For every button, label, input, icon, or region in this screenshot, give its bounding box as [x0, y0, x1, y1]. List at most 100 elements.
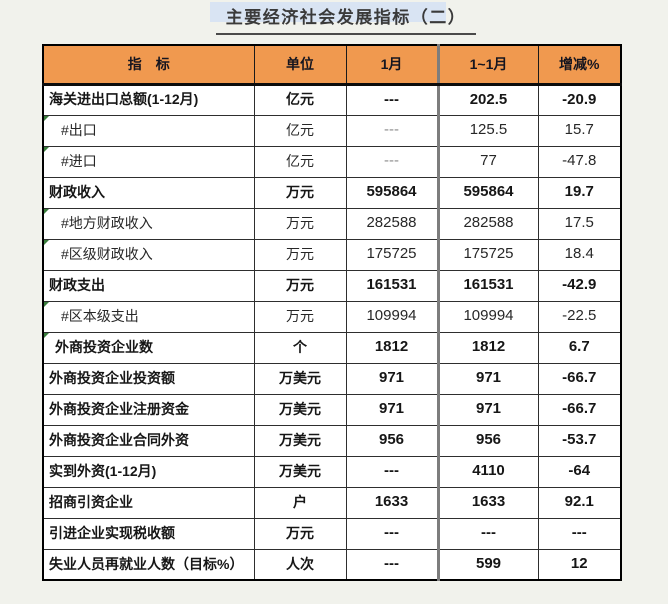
- unit-cell: 万元: [253, 517, 347, 550]
- unit-cell: 亿元: [253, 83, 347, 116]
- indicator-cell: #地方财政收入: [42, 207, 255, 240]
- unit-cell: 万美元: [253, 424, 347, 457]
- cumulative-value-cell: 161531: [437, 269, 539, 302]
- jan-value-cell: 1633: [345, 486, 440, 519]
- indicator-label: 海关进出口总额(1-12月): [49, 91, 199, 108]
- indicator-cell: 外商投资企业投资额: [42, 362, 255, 395]
- cumulative-value-cell: 175725: [437, 238, 539, 271]
- cumulative-value-cell: 595864: [437, 176, 539, 209]
- table-row: #区级财政收入 万元 175725 175725 18.4: [42, 238, 622, 271]
- indicator-cell: 招商引资企业: [42, 486, 255, 519]
- title-underline: 主要经济社会发展指标（二）: [209, 2, 477, 35]
- cumulative-value-cell: 599: [437, 548, 539, 581]
- table-row: 招商引资企业户 1633 1633 92.1: [42, 486, 622, 519]
- cumulative-value-cell: 971: [437, 362, 539, 395]
- indicator-label: 招商引资企业: [49, 493, 133, 510]
- jan-value-cell: 282588: [345, 207, 440, 240]
- table-row: #区本级支出 万元 109994 109994 -22.5: [42, 300, 622, 333]
- comment-marker-icon: [44, 208, 49, 214]
- comment-marker-icon: [44, 115, 49, 121]
- cumulative-value-cell: 4110: [437, 455, 539, 488]
- indicator-cell: 外商投资企业合同外资: [42, 424, 255, 457]
- col-header-cumulative: 1~1月: [437, 44, 539, 86]
- change-value-cell: 17.5: [537, 207, 622, 240]
- indicator-cell: 海关进出口总额(1-12月): [42, 83, 255, 116]
- table-header: 指 标 单位 1月 1~1月 增减%: [42, 44, 622, 86]
- change-value-cell: 18.4: [537, 238, 622, 271]
- jan-value-cell: ---: [345, 114, 440, 147]
- table-row: 财政支出 万元 161531 161531 -42.9: [42, 269, 622, 302]
- change-value-cell: -20.9: [537, 83, 622, 116]
- change-value-cell: 6.7: [537, 331, 622, 364]
- indicator-cell: #区本级支出: [42, 300, 255, 333]
- change-value-cell: 92.1: [537, 486, 622, 519]
- title-highlight: [209, 2, 447, 22]
- header-row: 指 标 单位 1月 1~1月 增减%: [42, 44, 622, 86]
- indicator-cell: 实到外资(1-12月): [42, 455, 255, 488]
- col-header-indicator: 指 标: [42, 44, 255, 86]
- indicator-label: 引进企业实现税收额: [49, 524, 175, 541]
- indicator-label: 外商投资企业注册资金: [49, 400, 189, 417]
- unit-cell: 万元: [253, 207, 347, 240]
- indicator-cell: 外商投资企业数: [42, 331, 255, 364]
- comment-marker-icon: [44, 239, 49, 245]
- jan-value-cell: ---: [345, 83, 440, 116]
- cumulative-value-cell: ---: [437, 517, 539, 550]
- indicator-label: 外商投资企业数: [55, 338, 153, 355]
- table-row: 失业人员再就业人数（目标%） 人次 --- 599 12: [42, 548, 622, 581]
- indicator-cell: 外商投资企业注册资金: [42, 393, 255, 426]
- indicator-cell: #进口: [42, 145, 255, 178]
- change-value-cell: -42.9: [537, 269, 622, 302]
- unit-cell: 亿元: [253, 145, 347, 178]
- jan-value-cell: 175725: [345, 238, 440, 271]
- table-row: 实到外资(1-12月) 万美元 --- 4110 -64: [42, 455, 622, 488]
- cumulative-value-cell: 956: [437, 424, 539, 457]
- indicator-label: 外商投资企业合同外资: [49, 431, 189, 448]
- cumulative-value-cell: 202.5: [437, 83, 539, 116]
- table-row: 引进企业实现税收额 万元 --- --- ---: [42, 517, 622, 550]
- unit-cell: 万元: [253, 176, 347, 209]
- indicator-label: 外商投资企业投资额: [49, 369, 175, 386]
- indicator-label: #地方财政收入: [61, 214, 153, 231]
- col-header-jan: 1月: [345, 44, 440, 86]
- indicator-label: 失业人员再就业人数（目标%）: [49, 555, 244, 572]
- cumulative-value-cell: 282588: [437, 207, 539, 240]
- table-row: 外商投资企业注册资金 万美元 971 971 -66.7: [42, 393, 622, 426]
- cumulative-value-cell: 109994: [437, 300, 539, 333]
- indicator-label: #进口: [61, 152, 97, 169]
- indicator-cell: #区级财政收入: [42, 238, 255, 271]
- change-value-cell: 19.7: [537, 176, 622, 209]
- table-row: #进口 亿元 --- 77 -47.8: [42, 145, 622, 178]
- table-row: 财政收入 万元 595864 595864 19.7: [42, 176, 622, 209]
- col-header-change: 增减%: [537, 44, 622, 86]
- indicator-label: #区级财政收入: [61, 245, 153, 262]
- change-value-cell: -53.7: [537, 424, 622, 457]
- jan-value-cell: 595864: [345, 176, 440, 209]
- table-row: #地方财政收入 万元 282588 282588 17.5: [42, 207, 622, 240]
- jan-value-cell: ---: [345, 455, 440, 488]
- indicator-cell: 财政收入: [42, 176, 255, 209]
- jan-value-cell: 161531: [345, 269, 440, 302]
- table-row: 海关进出口总额(1-12月) 亿元 --- 202.5 -20.9: [42, 83, 622, 116]
- jan-value-cell: ---: [345, 548, 440, 581]
- jan-value-cell: ---: [345, 517, 440, 550]
- unit-cell: 亿元: [253, 114, 347, 147]
- table-body: 海关进出口总额(1-12月) 亿元 --- 202.5 -20.9 #出口 亿元 --- 125…: [42, 83, 622, 581]
- unit-cell: 万元: [253, 269, 347, 302]
- jan-value-cell: 109994: [345, 300, 440, 333]
- table-row: 外商投资企业数个 1812 1812 6.7: [42, 331, 622, 364]
- cumulative-value-cell: 125.5: [437, 114, 539, 147]
- change-value-cell: 15.7: [537, 114, 622, 147]
- change-value-cell: -66.7: [537, 393, 622, 426]
- unit-cell: 万美元: [253, 393, 347, 426]
- unit-cell: 万元: [253, 238, 347, 271]
- page-title: 主要经济社会发展指标（二）: [225, 8, 467, 27]
- change-value-cell: -64: [537, 455, 622, 488]
- unit-cell: 人次: [253, 548, 347, 581]
- cumulative-value-cell: 1812: [437, 331, 539, 364]
- table-row: 外商投资企业投资额 万美元 971 971 -66.7: [42, 362, 622, 395]
- change-value-cell: ---: [537, 517, 622, 550]
- jan-value-cell: ---: [345, 145, 440, 178]
- jan-value-cell: 1812: [345, 331, 440, 364]
- change-value-cell: 12: [537, 548, 622, 581]
